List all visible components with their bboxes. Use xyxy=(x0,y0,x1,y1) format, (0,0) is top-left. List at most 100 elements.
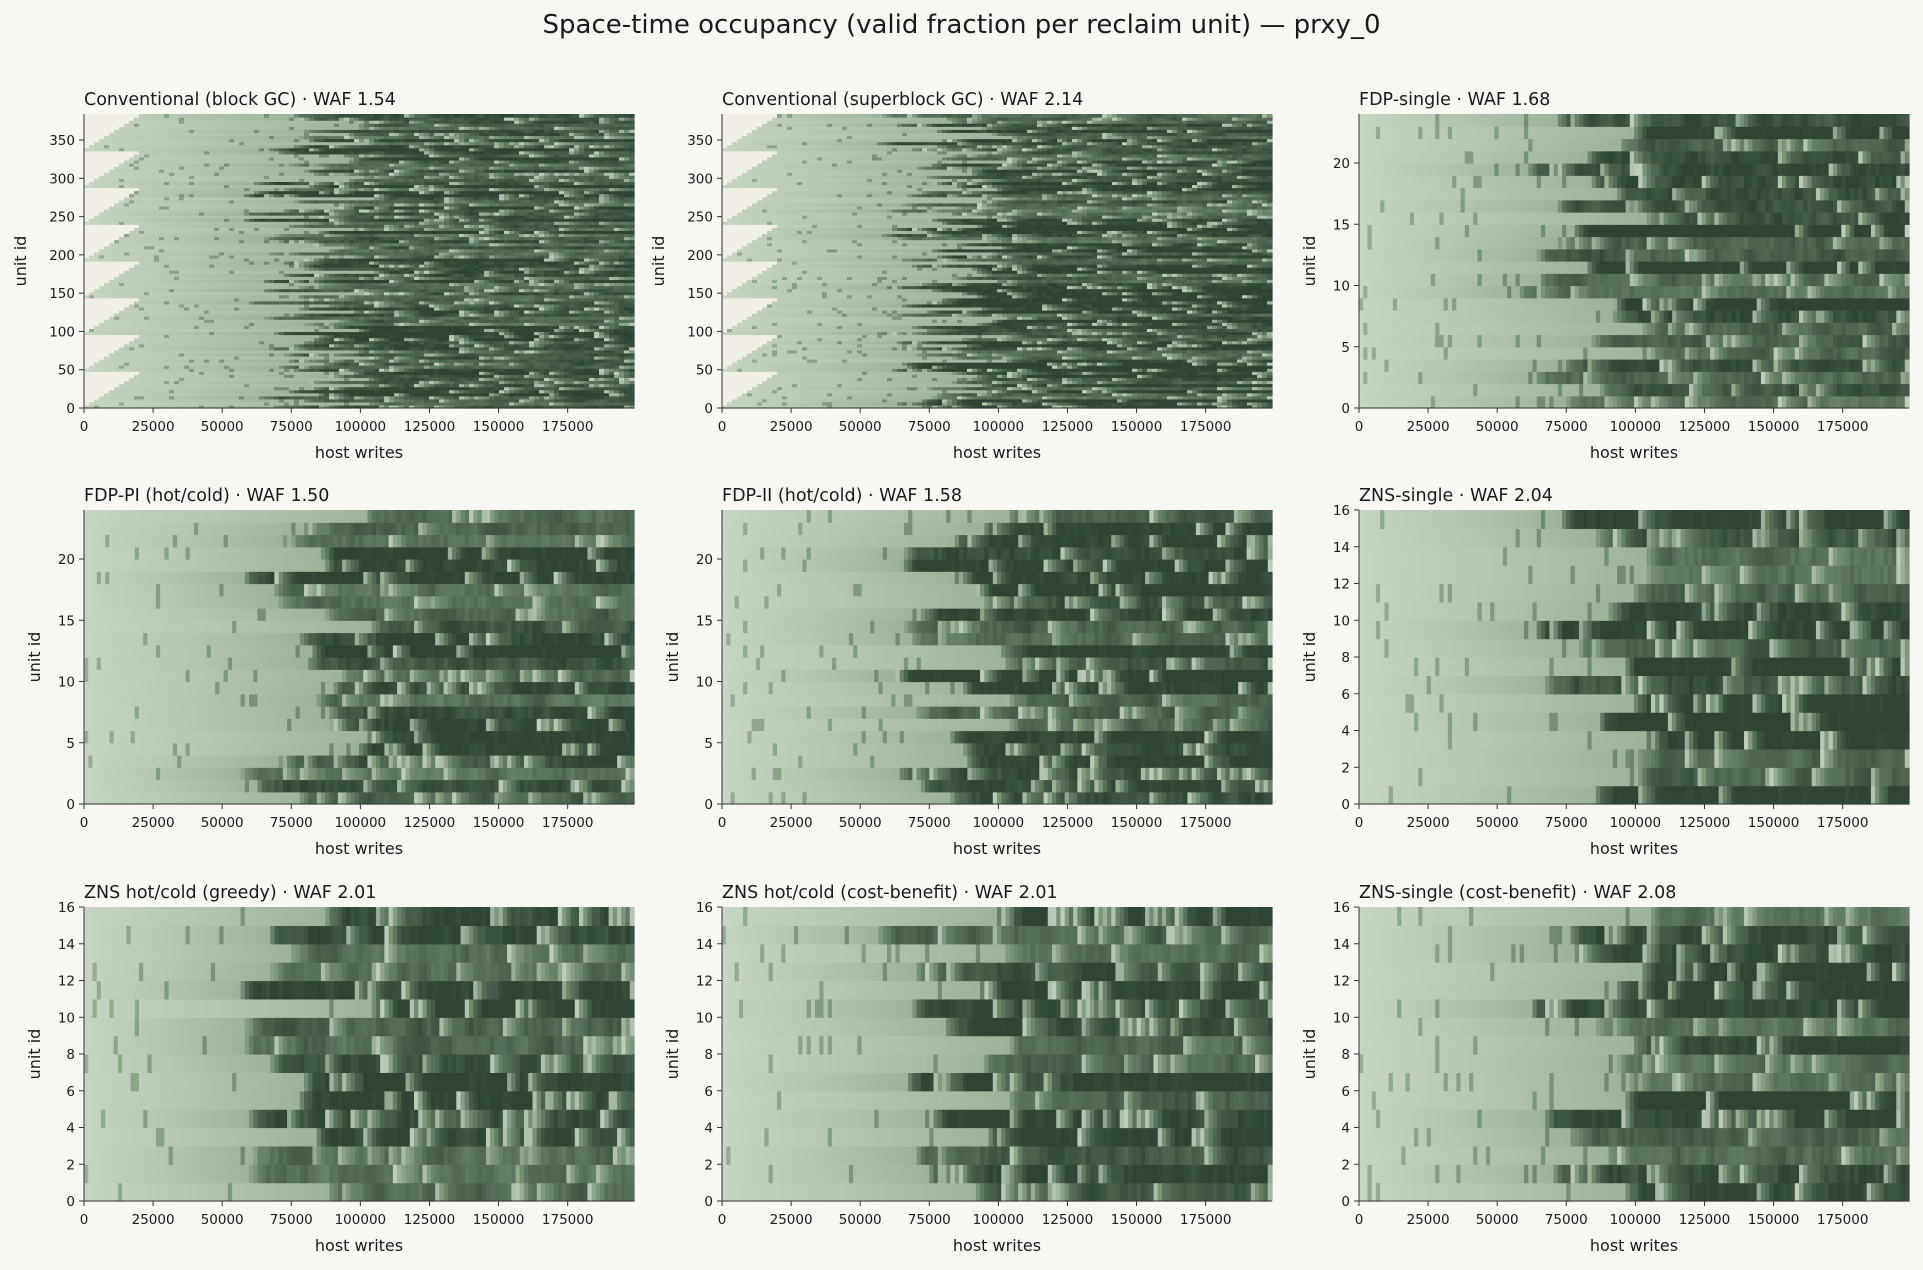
heatmap-cell xyxy=(289,294,295,299)
heatmap-cell xyxy=(209,380,215,385)
heatmap-cell xyxy=(254,285,260,290)
heatmap-cell xyxy=(459,300,465,305)
heatmap-cell xyxy=(219,331,225,336)
heatmap-cell xyxy=(149,322,155,326)
heatmap-cell xyxy=(159,303,165,308)
heatmap-cell xyxy=(164,310,170,314)
heatmap-cell xyxy=(149,325,155,329)
heatmap-cell xyxy=(219,389,225,394)
heatmap-cell xyxy=(224,389,230,394)
heatmap-cell xyxy=(164,386,170,391)
heatmap-cell xyxy=(474,355,480,360)
heatmap-cell xyxy=(499,380,505,385)
heatmap-cell xyxy=(579,291,585,296)
heatmap-cell xyxy=(484,313,490,317)
heatmap-cell xyxy=(209,383,215,388)
heatmap-cell xyxy=(104,404,110,409)
heatmap-cell xyxy=(489,294,495,299)
heatmap-cell xyxy=(249,377,255,382)
heatmap-cell xyxy=(269,398,275,403)
heatmap-cell xyxy=(329,392,335,397)
heatmap-cell xyxy=(114,343,120,348)
heatmap-cell xyxy=(389,362,395,366)
heatmap-cell xyxy=(414,349,420,354)
heatmap-cell xyxy=(219,386,225,391)
heatmap-cell xyxy=(514,368,520,372)
heatmap-cell xyxy=(589,303,595,308)
heatmap-cell xyxy=(114,374,120,378)
heatmap-cell xyxy=(589,355,595,360)
heatmap-cell xyxy=(354,371,360,375)
heatmap-cell xyxy=(129,359,135,363)
heatmap-cell xyxy=(284,313,290,317)
heatmap-cell xyxy=(484,365,490,369)
heatmap-cell xyxy=(524,392,530,397)
heatmap-cell xyxy=(439,355,445,360)
heatmap-cell xyxy=(189,337,195,342)
heatmap-cell xyxy=(254,279,260,284)
heatmap-cell xyxy=(424,383,430,388)
heatmap-cell xyxy=(369,273,375,277)
heatmap-cell xyxy=(314,340,320,345)
heatmap-cell xyxy=(454,386,460,391)
heatmap-cell xyxy=(134,392,140,397)
heatmap-cell xyxy=(554,352,560,357)
heatmap-cell xyxy=(314,291,320,296)
heatmap-cell xyxy=(619,386,625,391)
heatmap-cell xyxy=(134,377,140,382)
heatmap-cell xyxy=(564,297,570,302)
heatmap-cell xyxy=(514,380,520,385)
heatmap-cell xyxy=(484,359,490,363)
heatmap-cell xyxy=(574,392,580,397)
heatmap-cell xyxy=(524,300,530,305)
heatmap-cell xyxy=(229,282,235,287)
heatmap-cell xyxy=(379,365,385,369)
heatmap-cell xyxy=(139,359,145,363)
heatmap-cell xyxy=(174,359,180,363)
heatmap-cell xyxy=(179,340,185,345)
heatmap-cell xyxy=(209,355,215,360)
heatmap-cell xyxy=(284,319,290,323)
heatmap-cell xyxy=(354,359,360,363)
heatmap-cell xyxy=(329,398,335,403)
heatmap-cell xyxy=(569,328,575,333)
heatmap-cell xyxy=(434,355,440,360)
heatmap-cell xyxy=(364,288,370,293)
heatmap-cell xyxy=(624,288,630,293)
heatmap-cell xyxy=(304,291,310,296)
heatmap-cell xyxy=(174,328,180,333)
heatmap-cell xyxy=(99,346,105,351)
heatmap-cell xyxy=(619,362,625,366)
heatmap-cell xyxy=(409,291,415,296)
heatmap-cell xyxy=(529,279,535,284)
heatmap-cell xyxy=(174,316,180,320)
heatmap-cell xyxy=(434,270,440,274)
heatmap-cell xyxy=(319,349,325,354)
heatmap-cell xyxy=(224,297,230,302)
heatmap-cell xyxy=(569,359,575,363)
heatmap-cell xyxy=(429,325,435,329)
heatmap-cell xyxy=(419,398,425,403)
heatmap-cell xyxy=(169,401,175,406)
heatmap-cell xyxy=(194,368,200,372)
heatmap-cell xyxy=(424,300,430,305)
heatmap-cell xyxy=(619,359,625,363)
heatmap-cell xyxy=(464,359,470,363)
heatmap-cell xyxy=(214,352,220,357)
heatmap-cell xyxy=(304,276,310,280)
heatmap-cell xyxy=(399,325,405,329)
heatmap-cell xyxy=(94,303,100,308)
heatmap-cell xyxy=(509,346,515,351)
heatmap-cell xyxy=(364,322,370,326)
heatmap-cell xyxy=(324,337,330,342)
heatmap-cell xyxy=(164,270,170,274)
heatmap-cell xyxy=(329,337,335,342)
heatmap-cell xyxy=(489,404,495,409)
heatmap-cell xyxy=(159,365,165,369)
heatmap-cell xyxy=(464,401,470,406)
heatmap-cell xyxy=(419,355,425,360)
heatmap-cell xyxy=(549,288,555,293)
heatmap-cell xyxy=(134,368,140,372)
heatmap-cell xyxy=(529,297,535,302)
heatmap-cell xyxy=(269,368,275,372)
